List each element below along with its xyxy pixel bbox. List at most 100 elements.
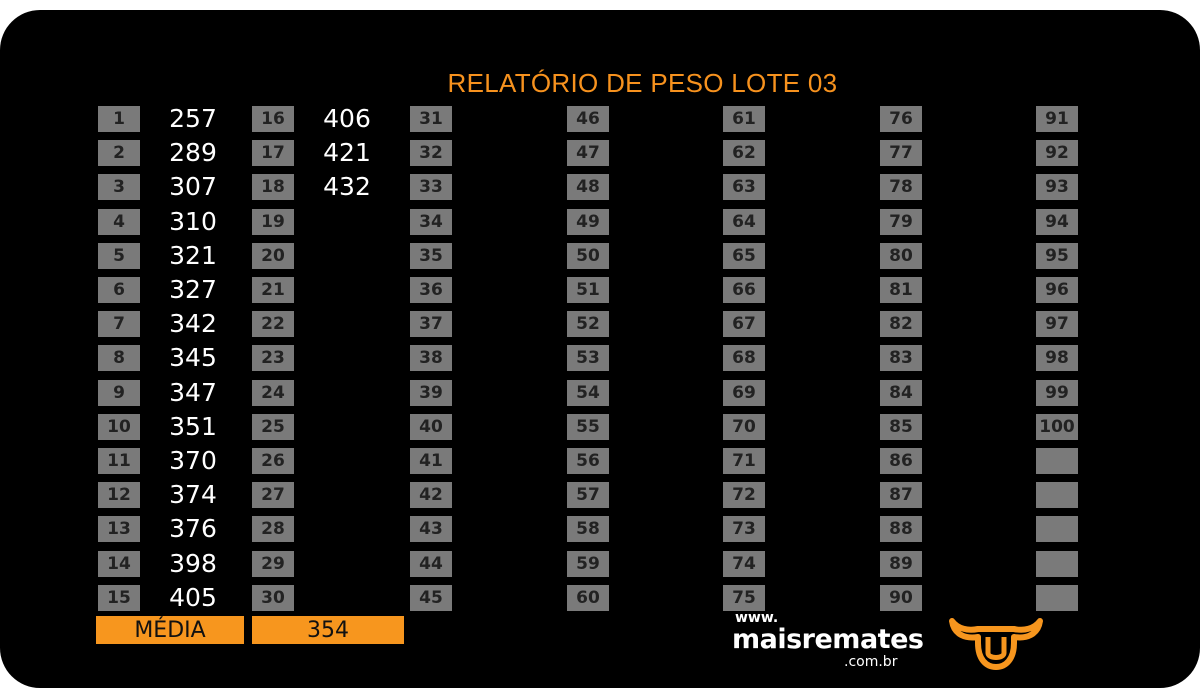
weight-value: 307 <box>169 172 217 202</box>
weight-value: 398 <box>169 548 217 578</box>
row-number-cell: 20 <box>252 242 294 269</box>
logo-name: maisremates <box>732 624 924 655</box>
row-number-cell: 57 <box>567 482 609 509</box>
row-number-cell: 66 <box>723 277 765 303</box>
row-number-cell: 15 <box>98 584 140 611</box>
row-number-cell: 9 <box>98 379 140 406</box>
logo-www: www. <box>735 610 779 626</box>
row-number-cell: 86 <box>880 448 922 474</box>
row-number-cell: 97 <box>1036 311 1078 338</box>
weight-value: 370 <box>169 446 217 475</box>
row-number-cell: 53 <box>567 345 609 372</box>
row-number-cell: 99 <box>1036 379 1078 406</box>
row-number-cell: 61 <box>723 106 765 132</box>
row-number-cell: 71 <box>723 448 765 474</box>
row-number-cell: 18 <box>252 174 294 201</box>
row-number-cell: 16 <box>252 106 294 132</box>
row-number-cell: 76 <box>880 106 922 132</box>
row-number-cell: 65 <box>723 242 765 269</box>
row-number-cell: 23 <box>252 345 294 372</box>
weight-value: 321 <box>169 240 217 270</box>
row-number-cell: 32 <box>410 140 452 167</box>
row-number-cell: 56 <box>567 448 609 474</box>
row-number-cell: 64 <box>723 208 765 235</box>
row-number-cell: 34 <box>410 208 452 235</box>
row-number-cell: 68 <box>723 345 765 372</box>
row-number-cell: 83 <box>880 345 922 372</box>
row-number-cell: 81 <box>880 277 922 303</box>
row-number-cell: 11 <box>98 448 140 474</box>
weight-value: 327 <box>169 275 217 304</box>
weight-value: 257 <box>169 104 217 133</box>
row-number-cell: 73 <box>723 516 765 543</box>
row-number-cell: 94 <box>1036 208 1078 235</box>
row-number-cell: 58 <box>567 516 609 543</box>
bull-head-icon <box>949 618 1043 670</box>
row-number-cell: 17 <box>252 140 294 167</box>
row-number-cell: 90 <box>880 584 922 611</box>
row-number-cell: 37 <box>410 311 452 338</box>
row-number-cell: 29 <box>252 550 294 577</box>
row-number-cell: 48 <box>567 174 609 201</box>
row-number-cell: 82 <box>880 311 922 338</box>
row-number-cell <box>1036 516 1078 543</box>
row-number-cell: 43 <box>410 516 452 543</box>
row-number-cell: 33 <box>410 174 452 201</box>
row-number-cell: 22 <box>252 311 294 338</box>
row-number-cell <box>1036 448 1078 474</box>
row-number-cell: 70 <box>723 413 765 440</box>
row-number-cell: 6 <box>98 277 140 303</box>
row-number-cell: 31 <box>410 106 452 132</box>
row-number-cell: 40 <box>410 413 452 440</box>
media-label: MÉDIA <box>96 616 244 644</box>
row-number-cell: 62 <box>723 140 765 167</box>
row-number-cell <box>1036 550 1078 577</box>
row-number-cell: 95 <box>1036 242 1078 269</box>
row-number-cell: 92 <box>1036 140 1078 167</box>
row-number-cell: 41 <box>410 448 452 474</box>
row-number-cell: 24 <box>252 379 294 406</box>
row-number-cell: 44 <box>410 550 452 577</box>
weight-value: 351 <box>169 411 217 441</box>
row-number-cell: 3 <box>98 174 140 201</box>
row-number-cell: 35 <box>410 242 452 269</box>
row-number-cell: 10 <box>98 413 140 440</box>
row-number-cell: 77 <box>880 140 922 167</box>
weight-value: 347 <box>169 377 217 407</box>
weight-value: 345 <box>169 343 217 373</box>
row-number-cell: 78 <box>880 174 922 201</box>
row-number-cell <box>1036 584 1078 611</box>
row-number-cell: 14 <box>98 550 140 577</box>
row-number-cell: 45 <box>410 584 452 611</box>
row-number-cell: 72 <box>723 482 765 509</box>
row-number-cell: 21 <box>252 277 294 303</box>
weight-value: 376 <box>169 514 217 544</box>
row-number-cell: 46 <box>567 106 609 132</box>
weight-value: 406 <box>323 104 371 133</box>
row-number-cell: 100 <box>1036 413 1078 440</box>
row-number-cell: 7 <box>98 311 140 338</box>
row-number-cell: 98 <box>1036 345 1078 372</box>
row-number-cell: 1 <box>98 106 140 132</box>
weight-value: 405 <box>169 582 217 612</box>
row-number-cell: 4 <box>98 208 140 235</box>
row-number-cell: 67 <box>723 311 765 338</box>
row-number-cell: 52 <box>567 311 609 338</box>
row-number-cell: 12 <box>98 482 140 509</box>
row-number-cell <box>1036 482 1078 509</box>
weight-value: 289 <box>169 138 217 168</box>
row-number-cell: 79 <box>880 208 922 235</box>
row-number-cell: 27 <box>252 482 294 509</box>
row-number-cell: 88 <box>880 516 922 543</box>
row-number-cell: 42 <box>410 482 452 509</box>
row-number-cell: 19 <box>252 208 294 235</box>
row-number-cell: 47 <box>567 140 609 167</box>
row-number-cell: 60 <box>567 584 609 611</box>
row-number-cell: 93 <box>1036 174 1078 201</box>
weight-value: 432 <box>323 172 371 202</box>
row-number-cell: 69 <box>723 379 765 406</box>
row-number-cell: 54 <box>567 379 609 406</box>
row-number-cell: 25 <box>252 413 294 440</box>
row-number-cell: 26 <box>252 448 294 474</box>
row-number-cell: 8 <box>98 345 140 372</box>
